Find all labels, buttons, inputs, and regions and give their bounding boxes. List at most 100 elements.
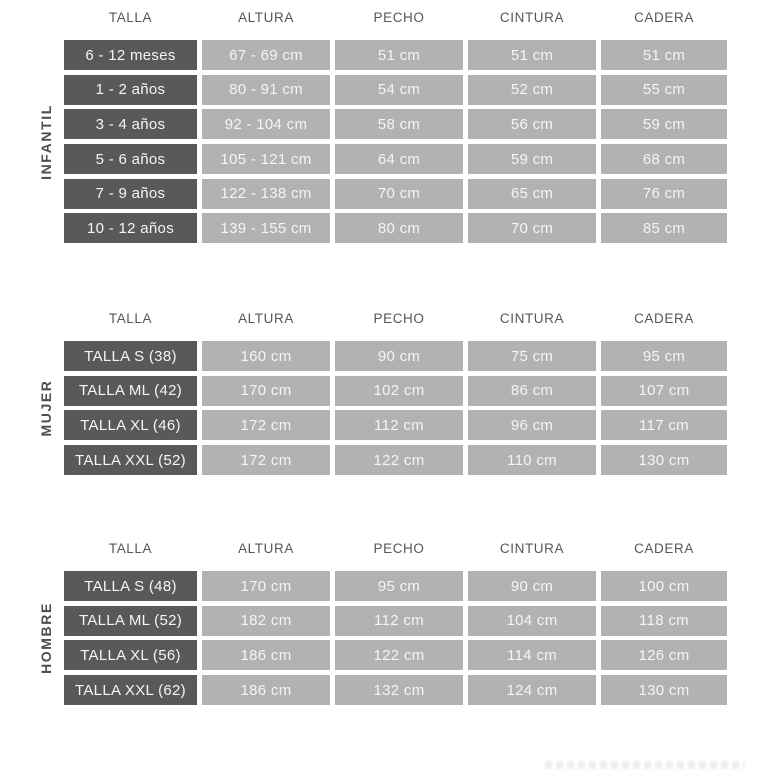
pecho-cell: 112 cm [335, 410, 463, 441]
column-header-cintura: CINTURA [499, 310, 565, 326]
column-header-talla: TALLA [108, 9, 153, 25]
altura-cell: 172 cm [202, 410, 330, 441]
watermark-fragment [545, 761, 745, 769]
cadera-cell: 55 cm [601, 74, 727, 105]
column-header-row: TALLA ALTURA PECHO CINTURA CADERA [64, 539, 727, 557]
size-cell: TALLA S (38) [64, 341, 197, 371]
cintura-cell: 110 cm [468, 445, 596, 476]
column-header-altura: ALTURA [238, 9, 294, 25]
size-cell: TALLA XL (46) [64, 410, 197, 441]
size-cell: 10 - 12 años [64, 213, 197, 244]
cadera-cell: 51 cm [601, 40, 727, 70]
altura-cell: 122 - 138 cm [202, 178, 330, 209]
cintura-cell: 70 cm [468, 213, 596, 244]
pecho-cell: 95 cm [335, 571, 463, 601]
section-label-infantil: INFANTIL [38, 104, 54, 180]
column-header-cintura: CINTURA [499, 540, 565, 556]
altura-cell: 139 - 155 cm [202, 213, 330, 244]
table-row: TALLA ML (52) 182 cm 112 cm 104 cm 118 c… [64, 605, 727, 636]
column-header-row: TALLA ALTURA PECHO CINTURA CADERA [64, 8, 727, 26]
table-row: 3 - 4 años 92 - 104 cm 58 cm 56 cm 59 cm [64, 109, 727, 140]
altura-cell: 67 - 69 cm [202, 40, 330, 70]
column-header-talla: TALLA [108, 540, 153, 556]
pecho-cell: 102 cm [335, 375, 463, 406]
table-row: 6 - 12 meses 67 - 69 cm 51 cm 51 cm 51 c… [64, 40, 727, 70]
pecho-cell: 58 cm [335, 109, 463, 140]
section-label-hombre: HOMBRE [38, 602, 54, 674]
pecho-cell: 54 cm [335, 74, 463, 105]
cintura-cell: 59 cm [468, 144, 596, 175]
size-cell: TALLA ML (42) [64, 375, 197, 406]
column-header-cadera: CADERA [634, 9, 694, 25]
column-header-talla: TALLA [108, 310, 153, 326]
column-header-pecho: PECHO [373, 540, 425, 556]
column-header-cintura: CINTURA [499, 9, 565, 25]
altura-cell: 170 cm [202, 571, 330, 601]
table-row: TALLA ML (42) 170 cm 102 cm 86 cm 107 cm [64, 375, 727, 406]
table-row: TALLA S (48) 170 cm 95 cm 90 cm 100 cm [64, 571, 727, 601]
table-hombre: TALLA S (48) 170 cm 95 cm 90 cm 100 cm T… [64, 571, 727, 706]
column-header-altura: ALTURA [238, 540, 294, 556]
column-header-pecho: PECHO [373, 9, 425, 25]
size-cell: 3 - 4 años [64, 109, 197, 140]
table-row: TALLA XXL (52) 172 cm 122 cm 110 cm 130 … [64, 445, 727, 476]
cintura-cell: 65 cm [468, 178, 596, 209]
altura-cell: 170 cm [202, 375, 330, 406]
size-cell: TALLA XL (56) [64, 640, 197, 671]
pecho-cell: 90 cm [335, 341, 463, 371]
cintura-cell: 56 cm [468, 109, 596, 140]
cadera-cell: 59 cm [601, 109, 727, 140]
pecho-cell: 132 cm [335, 675, 463, 706]
table-row: 10 - 12 años 139 - 155 cm 80 cm 70 cm 85… [64, 213, 727, 244]
cintura-cell: 90 cm [468, 571, 596, 601]
cadera-cell: 76 cm [601, 178, 727, 209]
cintura-cell: 51 cm [468, 40, 596, 70]
size-cell: 6 - 12 meses [64, 40, 197, 70]
cadera-cell: 117 cm [601, 410, 727, 441]
cadera-cell: 95 cm [601, 341, 727, 371]
column-header-altura: ALTURA [238, 310, 294, 326]
altura-cell: 182 cm [202, 605, 330, 636]
altura-cell: 80 - 91 cm [202, 74, 330, 105]
cadera-cell: 126 cm [601, 640, 727, 671]
cadera-cell: 130 cm [601, 675, 727, 706]
altura-cell: 186 cm [202, 675, 330, 706]
pecho-cell: 112 cm [335, 605, 463, 636]
altura-cell: 105 - 121 cm [202, 144, 330, 175]
size-cell: TALLA ML (52) [64, 605, 197, 636]
pecho-cell: 122 cm [335, 445, 463, 476]
size-cell: 1 - 2 años [64, 74, 197, 105]
column-header-row: TALLA ALTURA PECHO CINTURA CADERA [64, 309, 727, 327]
altura-cell: 160 cm [202, 341, 330, 371]
size-cell: TALLA XXL (62) [64, 675, 197, 706]
cadera-cell: 130 cm [601, 445, 727, 476]
cadera-cell: 107 cm [601, 375, 727, 406]
table-row: TALLA XL (56) 186 cm 122 cm 114 cm 126 c… [64, 640, 727, 671]
column-header-cadera: CADERA [634, 540, 694, 556]
cadera-cell: 85 cm [601, 213, 727, 244]
altura-cell: 92 - 104 cm [202, 109, 330, 140]
size-cell: TALLA S (48) [64, 571, 197, 601]
cintura-cell: 52 cm [468, 74, 596, 105]
table-row: TALLA XL (46) 172 cm 112 cm 96 cm 117 cm [64, 410, 727, 441]
pecho-cell: 51 cm [335, 40, 463, 70]
section-label-mujer: MUJER [38, 379, 54, 437]
table-row: TALLA S (38) 160 cm 90 cm 75 cm 95 cm [64, 341, 727, 371]
table-row: TALLA XXL (62) 186 cm 132 cm 124 cm 130 … [64, 675, 727, 706]
pecho-cell: 70 cm [335, 178, 463, 209]
pecho-cell: 80 cm [335, 213, 463, 244]
table-mujer: TALLA S (38) 160 cm 90 cm 75 cm 95 cm TA… [64, 341, 727, 476]
size-cell: TALLA XXL (52) [64, 445, 197, 476]
cadera-cell: 118 cm [601, 605, 727, 636]
altura-cell: 186 cm [202, 640, 330, 671]
table-row: 7 - 9 años 122 - 138 cm 70 cm 65 cm 76 c… [64, 178, 727, 209]
size-cell: 7 - 9 años [64, 178, 197, 209]
cintura-cell: 96 cm [468, 410, 596, 441]
table-row: 5 - 6 años 105 - 121 cm 64 cm 59 cm 68 c… [64, 144, 727, 175]
size-cell: 5 - 6 años [64, 144, 197, 175]
cadera-cell: 68 cm [601, 144, 727, 175]
column-header-cadera: CADERA [634, 310, 694, 326]
cintura-cell: 124 cm [468, 675, 596, 706]
cintura-cell: 86 cm [468, 375, 596, 406]
